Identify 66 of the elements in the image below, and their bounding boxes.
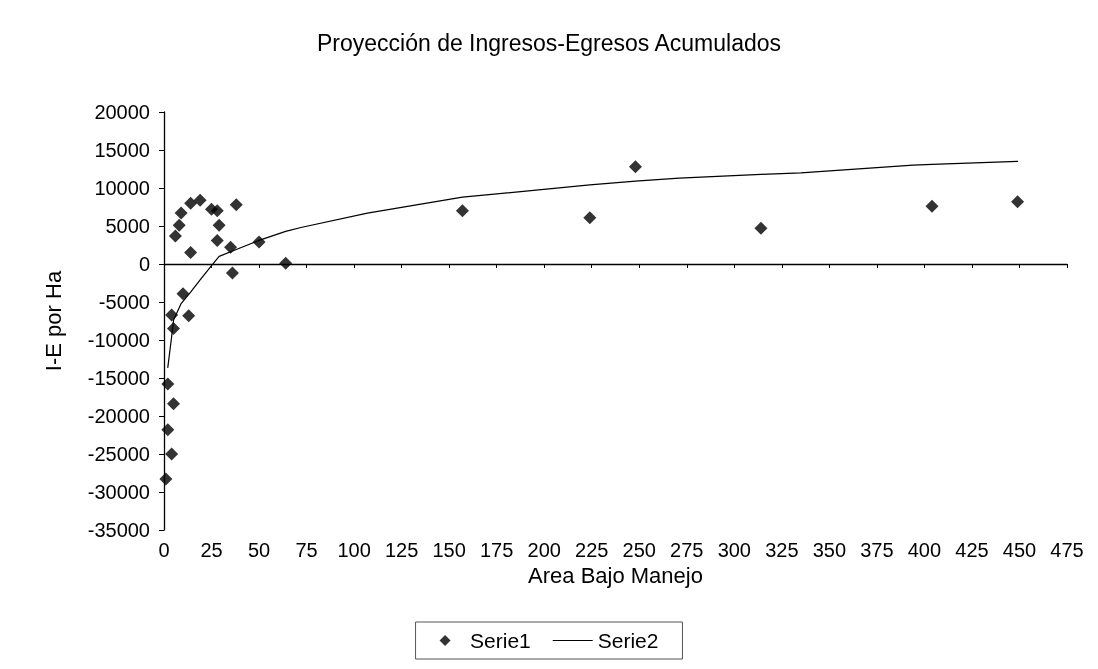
point [172,218,186,232]
y-tick-label: 5000 [105,215,150,237]
x-tick-label: 100 [337,539,371,561]
point [925,199,939,213]
legend-label: Serie1 [470,629,531,652]
point [161,377,175,391]
x-tick-label: 325 [765,539,799,561]
x-tick-label: 400 [907,539,942,561]
point [184,196,198,210]
x-tick-label: 450 [1002,539,1037,561]
point [174,206,188,220]
x-tick-label: 425 [955,539,989,561]
point [628,160,642,174]
y-tick-label: 0 [138,253,150,275]
x-tick-label: 75 [295,539,318,561]
point [182,309,196,323]
x-tick-label: 475 [1050,539,1084,561]
point [754,221,768,235]
legend-label: Serie2 [597,629,659,652]
y-tick-label: 10000 [94,177,150,199]
point [210,233,224,247]
point [176,287,190,301]
x-tick-label: 300 [717,539,751,561]
point [224,240,238,254]
x-tick-label: 225 [575,539,609,561]
x-tick-label: 200 [527,539,561,561]
y-tick-label: -20000 [87,405,150,427]
chart-title: Proyección de Ingresos-Egresos Acumulados [316,29,782,56]
y-tick-label: -5000 [98,291,150,313]
point [455,204,469,218]
y-tick-label: -30000 [87,481,150,503]
x-tick-label: 0 [158,539,170,561]
y-tick-label: -35000 [87,519,150,541]
point [210,204,224,218]
x-tick-label: 375 [860,539,894,561]
point [167,397,181,411]
x-tick-label: 250 [622,539,656,561]
point [583,211,597,225]
x-axis-title: Area Bajo Manejo [528,563,703,589]
x-tick-label: 50 [247,539,271,561]
point [279,256,293,270]
x-tick-label: 175 [480,539,514,561]
x-tick-label: 275 [670,539,704,561]
y-tick-label: -15000 [87,367,150,389]
point [1011,195,1025,209]
point [167,322,181,336]
point [161,423,175,437]
x-tick-label: 25 [200,539,223,561]
point [212,218,226,232]
point [165,308,179,322]
point [252,235,266,249]
x-tick-label: 150 [432,539,466,561]
y-tick-label: -25000 [87,443,150,465]
point [168,229,182,243]
x-tick-label: 350 [812,539,847,561]
x-tick-label: 125 [384,539,419,561]
y-axis-title: I-E por Ha [40,270,66,372]
y-tick-label: -10000 [87,329,150,351]
point [184,246,198,260]
point [225,266,239,280]
point [159,472,173,486]
y-tick-label: 20000 [94,101,150,123]
y-tick-label: 15000 [94,139,150,161]
point [165,447,179,461]
point [193,193,207,207]
point [229,198,243,212]
